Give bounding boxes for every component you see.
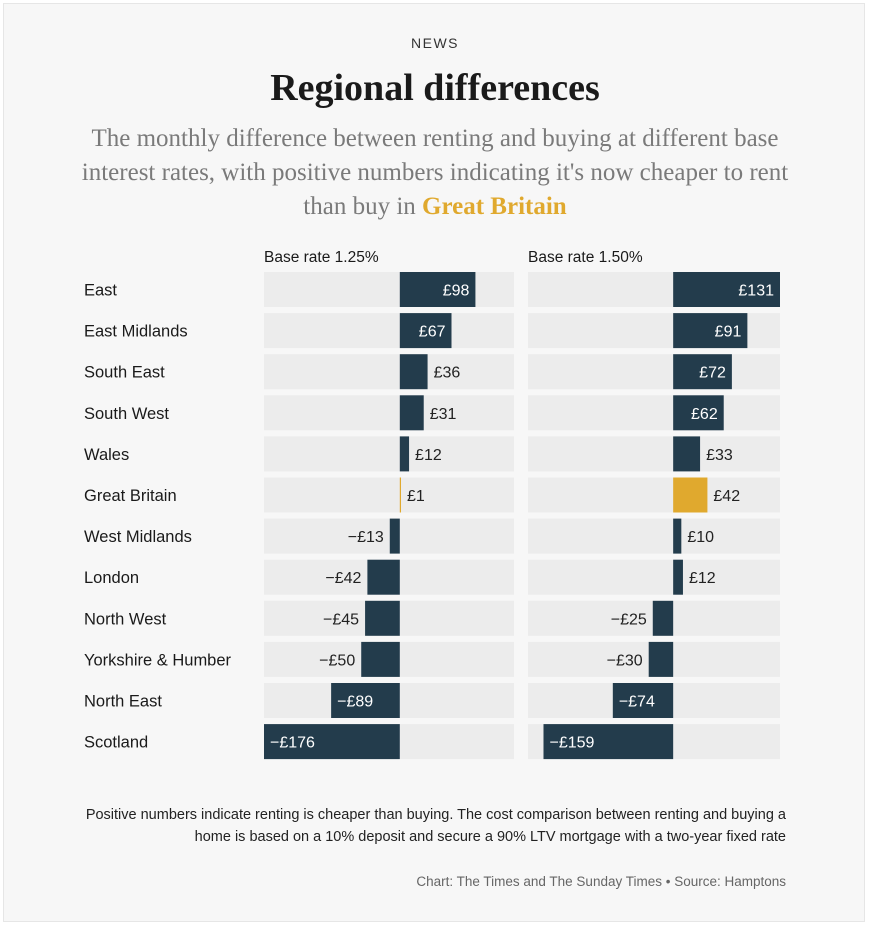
bar <box>543 724 674 760</box>
chart-title: Regional differences <box>270 67 600 109</box>
value-label: −£13 <box>348 529 384 546</box>
value-label: £67 <box>419 324 446 341</box>
bar-track <box>528 518 780 554</box>
bar <box>673 395 724 431</box>
bar-track <box>264 436 514 472</box>
bar <box>612 683 674 718</box>
bar-track <box>528 436 780 472</box>
subtitle-text: The monthly difference between renting a… <box>81 125 789 220</box>
bar-track <box>264 395 514 431</box>
footnote: Positive numbers indicate renting is che… <box>85 807 786 845</box>
bar <box>673 436 701 472</box>
value-label: £131 <box>738 283 774 300</box>
category-label: North East <box>84 693 162 711</box>
bar <box>331 683 400 718</box>
bar <box>673 477 708 513</box>
bar-track <box>528 477 780 513</box>
bar-track <box>264 354 514 390</box>
value-label: £72 <box>699 365 726 382</box>
source-line: Chart: The Times and The Sunday Times • … <box>416 874 786 889</box>
category-label: London <box>84 569 139 587</box>
value-label: −£159 <box>549 735 594 752</box>
bar <box>673 272 780 307</box>
subtitle-highlight: Great Britain <box>422 193 567 220</box>
value-label: £1 <box>407 488 425 505</box>
value-label: −£30 <box>607 652 643 669</box>
bar <box>673 354 732 390</box>
bar <box>399 354 428 390</box>
bar <box>399 477 402 513</box>
series-header: Base rate 1.50% <box>528 249 643 266</box>
bar <box>673 313 748 349</box>
chart-subtitle: The monthly difference between renting a… <box>64 122 806 224</box>
category-label: South West <box>84 405 169 423</box>
kicker: NEWS <box>411 35 459 51</box>
value-label: −£176 <box>270 735 315 752</box>
bar-track <box>264 272 514 307</box>
value-label: −£50 <box>319 652 355 669</box>
bar <box>652 600 674 636</box>
value-label: £33 <box>706 447 733 464</box>
category-label: East <box>84 282 117 300</box>
bar-chart: East East Midlands South East South West Wal… <box>84 249 780 760</box>
value-label: £62 <box>691 406 718 423</box>
value-label: £36 <box>434 365 461 382</box>
bar <box>399 436 410 472</box>
value-label: £12 <box>689 570 716 587</box>
category-label: Great Britain <box>84 487 177 505</box>
bar <box>367 559 400 595</box>
value-label: £42 <box>713 488 740 505</box>
value-label: −£89 <box>337 694 373 711</box>
category-label: Wales <box>84 446 129 464</box>
bar <box>399 272 476 307</box>
category-label: North West <box>84 610 167 628</box>
series-header: Base rate 1.25% <box>264 249 379 266</box>
bar <box>399 395 424 431</box>
bar-track <box>528 395 780 431</box>
category-label: West Midlands <box>84 528 192 546</box>
value-label: −£74 <box>619 694 655 711</box>
value-label: −£45 <box>323 611 359 628</box>
value-label: £98 <box>443 283 470 300</box>
bar <box>389 518 400 554</box>
bar-track <box>528 559 780 595</box>
category-label: Yorkshire & Humber <box>84 651 232 669</box>
bar-track <box>264 477 514 513</box>
category-label: East Midlands <box>84 323 188 341</box>
bar <box>361 641 400 677</box>
value-label: £91 <box>715 324 742 341</box>
bar-track <box>264 518 514 554</box>
bar <box>365 600 400 636</box>
chart-card: NEWS Regional differences The monthly di… <box>3 3 865 922</box>
value-label: £12 <box>415 447 442 464</box>
bar <box>264 724 400 760</box>
value-label: −£42 <box>325 570 361 587</box>
category-label: South East <box>84 364 165 382</box>
category-label: Scotland <box>84 734 148 752</box>
value-label: £31 <box>430 406 457 423</box>
bar <box>648 641 674 677</box>
value-label: −£25 <box>611 611 647 628</box>
value-label: £10 <box>687 529 714 546</box>
bar <box>673 518 682 554</box>
bar <box>673 559 683 595</box>
bar-track <box>264 313 514 349</box>
bar-track <box>528 354 780 390</box>
bar <box>399 313 452 349</box>
